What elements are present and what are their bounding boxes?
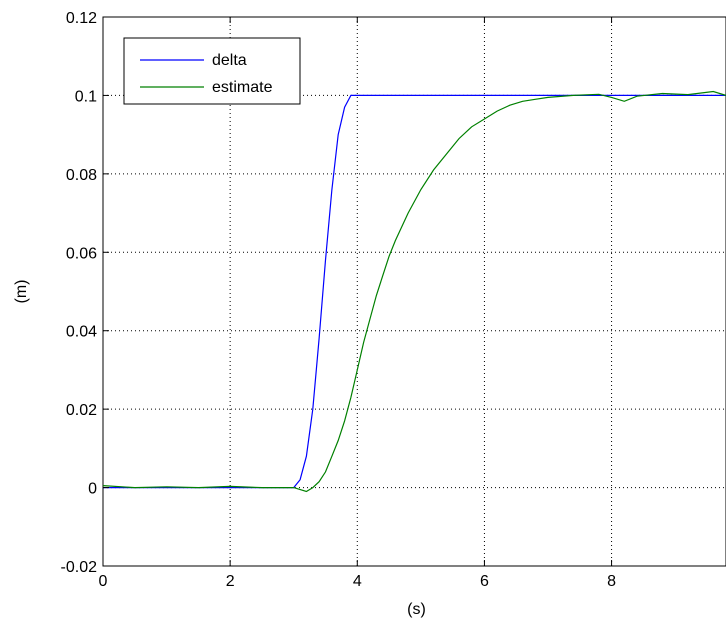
y-tick-label: -0.02 bbox=[61, 559, 98, 576]
plot-area-frame bbox=[102, 16, 726, 567]
x-tick-label: 0 bbox=[99, 573, 108, 590]
x-tick-label: 6 bbox=[480, 573, 489, 590]
y-tick-label: 0.06 bbox=[66, 245, 97, 262]
y-tick-label: 0.1 bbox=[75, 88, 97, 105]
legend-label-estimate: estimate bbox=[212, 79, 273, 96]
y-tick-label: 0.02 bbox=[66, 402, 97, 419]
legend: delta estimate bbox=[123, 37, 301, 105]
y-tick-label: 0.12 bbox=[66, 10, 97, 27]
legend-label-delta: delta bbox=[212, 52, 247, 69]
x-tick-label: 4 bbox=[353, 573, 362, 590]
y-tick-label: 0.04 bbox=[66, 324, 97, 341]
series-line-delta bbox=[103, 94, 726, 489]
y-tick-label: 0 bbox=[88, 481, 97, 498]
y-axis-label: (m) bbox=[13, 280, 30, 304]
legend-box bbox=[123, 37, 301, 105]
y-tick-label: 0.08 bbox=[66, 167, 97, 184]
x-axis-label: (s) bbox=[407, 601, 426, 618]
x-tick-label: 8 bbox=[607, 573, 616, 590]
x-tick-label: 2 bbox=[226, 573, 235, 590]
series-layer bbox=[102, 90, 726, 493]
series-line-estimate bbox=[102, 90, 726, 493]
